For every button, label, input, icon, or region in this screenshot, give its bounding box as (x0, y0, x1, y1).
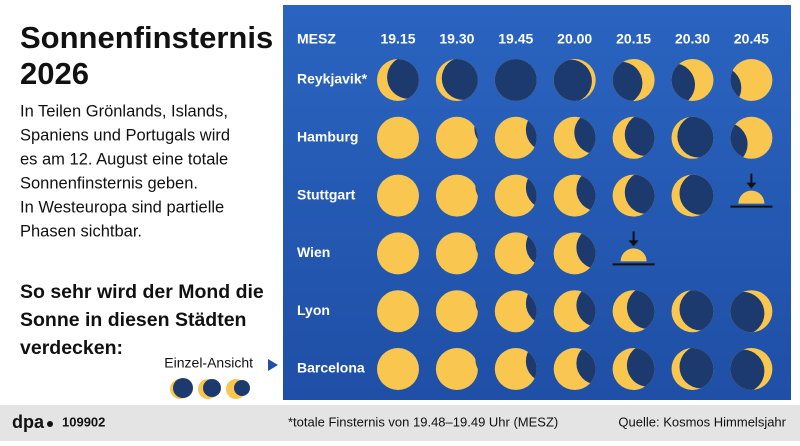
city-label: Wien (297, 244, 330, 260)
question-line: verdecken: (20, 337, 123, 359)
sun-phase (494, 59, 537, 101)
title: Sonnenfinsternis (20, 20, 273, 55)
sun (435, 232, 478, 275)
source: Quelle: Kosmos Himmelsjahr (618, 414, 786, 429)
sun-phase (553, 232, 596, 275)
sun-phase (553, 59, 596, 101)
time-label: 20.00 (557, 31, 592, 47)
intro-line: In Westeuropa sind partielle (20, 198, 224, 216)
intro-line: es am 12. August eine totale (20, 150, 228, 168)
logo: dpa (12, 412, 45, 432)
intro-line: Sonnenfinsternis geben. (20, 174, 198, 192)
sun-phase (612, 290, 655, 333)
moon (626, 348, 655, 387)
moon (624, 174, 655, 214)
footnote: *totale Finsternis von 19.48–19.49 Uhr (… (288, 414, 558, 429)
sun-phase (377, 290, 419, 333)
intro-line: Spaniens und Portugals wird (20, 126, 230, 144)
moon (626, 290, 655, 329)
city-label: Lyon (297, 302, 330, 318)
sun (377, 348, 419, 390)
city-label: Barcelona (297, 360, 365, 376)
intro-line: Phasen sichtbar. (20, 222, 142, 240)
sun-phase (553, 116, 596, 159)
time-label: 19.15 (380, 31, 415, 47)
time-label: 20.30 (675, 31, 710, 47)
sun (435, 290, 478, 333)
sun-phase (553, 174, 596, 217)
sun (377, 232, 419, 275)
moon (612, 61, 643, 101)
moon (387, 59, 419, 99)
sun (435, 348, 478, 390)
sunset-icon (612, 231, 655, 266)
sun-phase (435, 290, 478, 333)
moon (494, 59, 537, 101)
title: 2026 (20, 56, 89, 91)
sun-phase (612, 348, 655, 390)
sun (377, 290, 419, 333)
moon (441, 59, 478, 100)
footer: dpa 109902 *totale Finsternis von 19.48–19… (12, 412, 787, 432)
sunset-icon (730, 173, 773, 208)
sun-phase (671, 59, 714, 101)
city-label: Hamburg (297, 129, 358, 145)
intro-line: In Teilen Grönlands, Islands, (20, 102, 228, 120)
sun-phase (612, 174, 655, 217)
sunset-arrow-head (628, 240, 639, 247)
legend-icons (170, 378, 250, 399)
sun (377, 116, 419, 159)
sun-phase (377, 232, 419, 275)
moon (576, 348, 596, 385)
moon (671, 63, 696, 101)
city-label: Reykjavik* (297, 71, 368, 87)
footer-bar (0, 405, 800, 441)
sun-phase (612, 116, 655, 159)
sun-phase (612, 59, 655, 101)
grid-panel (283, 5, 791, 400)
sun (435, 116, 478, 159)
time-label: 19.45 (498, 31, 533, 47)
time-label: 20.45 (734, 31, 769, 47)
sun-phase (377, 174, 419, 217)
sun-phase (435, 59, 478, 101)
sun-phase (435, 174, 478, 217)
sunset-arrow-head (746, 182, 757, 189)
time-zone: MESZ (297, 31, 336, 47)
sun (377, 174, 419, 217)
sun-phase (377, 59, 419, 101)
sun-phase (435, 232, 478, 275)
moon (574, 116, 596, 154)
moon (576, 232, 596, 270)
moon (624, 116, 655, 157)
sun-phase (377, 116, 419, 159)
city-label: Stuttgart (297, 186, 356, 202)
sun-phase (553, 348, 596, 390)
sun-phase (377, 348, 419, 390)
sun (435, 174, 478, 217)
sunset-sun (738, 190, 765, 204)
time-label: 19.30 (439, 31, 474, 47)
question-line: Sonne in diesen Städten (20, 309, 246, 331)
sun-phase (435, 348, 478, 390)
sunset-sun (620, 248, 647, 262)
sun-phase (435, 116, 478, 159)
moon (553, 59, 592, 101)
legend-label: Einzel-Ansicht (164, 355, 253, 371)
graphic-id: 109902 (62, 414, 105, 429)
time-label: 20.15 (616, 31, 651, 47)
sun-phase (553, 290, 596, 333)
moon (576, 290, 596, 327)
sun-phase (671, 116, 714, 159)
legend-arrow (268, 359, 278, 371)
moon (677, 116, 714, 158)
moon (576, 174, 596, 212)
question-line: So sehr wird der Mond die (20, 281, 264, 303)
logo-dot (47, 421, 53, 427)
